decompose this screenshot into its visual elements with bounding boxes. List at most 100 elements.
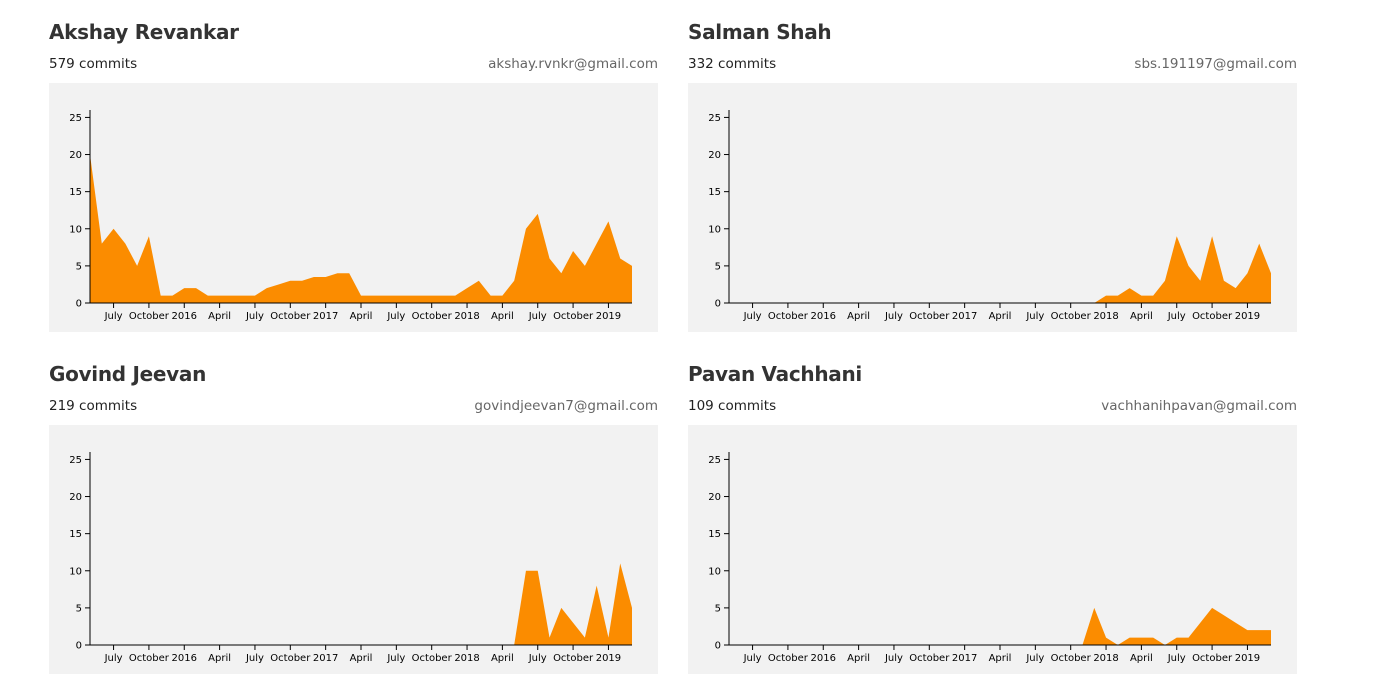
y-tick-label: 10: [69, 566, 82, 577]
x-tick-label: October: [768, 653, 809, 664]
x-tick-label: July: [1025, 653, 1044, 664]
contributor-email: sbs.191197@gmail.com: [1134, 56, 1297, 72]
x-tick-label: July: [528, 311, 547, 322]
x-tick-label: April: [208, 653, 231, 664]
y-tick-label: 15: [708, 529, 721, 540]
commit-area: [90, 563, 632, 645]
x-tick-label: April: [491, 311, 514, 322]
commit-count: 109 commits: [688, 398, 777, 414]
y-tick-label: 15: [708, 187, 721, 198]
contributor-email: vachhanihpavan@gmail.com: [1101, 398, 1297, 414]
y-tick-label: 25: [708, 455, 721, 466]
contributor-card: Govind Jeevan 219 commits govindjeevan7@gm…: [49, 352, 658, 674]
commit-count: 579 commits: [49, 56, 138, 72]
x-tick-label: 2019: [1235, 653, 1260, 664]
contributor-card: Akshay Revankar 579 commits akshay.rvnkr@g…: [49, 10, 658, 332]
y-tick-label: 15: [69, 187, 82, 198]
x-tick-label: October: [129, 653, 170, 664]
x-tick-label: July: [1025, 311, 1044, 322]
x-tick-label: July: [743, 653, 762, 664]
y-tick-label: 20: [69, 492, 82, 503]
x-tick-label: July: [743, 311, 762, 322]
x-tick-label: October: [129, 311, 170, 322]
x-tick-label: 2017: [952, 653, 977, 664]
x-tick-label: 2017: [313, 311, 338, 322]
y-tick-label: 15: [69, 529, 82, 540]
x-tick-label: April: [491, 653, 514, 664]
x-tick-label: April: [1130, 311, 1153, 322]
y-tick-label: 5: [715, 261, 721, 272]
x-tick-label: October: [768, 311, 809, 322]
contributor-name: Pavan Vachhani: [688, 362, 862, 386]
y-tick-label: 10: [69, 224, 82, 235]
y-tick-label: 20: [708, 150, 721, 161]
y-tick-label: 0: [76, 641, 82, 652]
x-tick-label: October: [553, 311, 594, 322]
x-tick-label: October: [270, 311, 311, 322]
contributor-email: govindjeevan7@gmail.com: [474, 398, 658, 414]
x-tick-label: 2018: [1093, 653, 1118, 664]
x-tick-label: 2018: [454, 653, 479, 664]
x-tick-label: July: [245, 653, 264, 664]
x-tick-label: 2016: [172, 653, 197, 664]
x-tick-label: October: [1051, 653, 1092, 664]
commit-area: [729, 607, 1271, 645]
x-tick-label: April: [989, 311, 1012, 322]
x-tick-label: October: [412, 653, 453, 664]
y-tick-label: 5: [76, 603, 82, 614]
y-tick-label: 0: [715, 299, 721, 310]
x-tick-label: October: [270, 653, 311, 664]
y-tick-label: 0: [715, 641, 721, 652]
x-tick-label: July: [884, 653, 903, 664]
x-tick-label: April: [847, 311, 870, 322]
x-tick-label: October: [909, 311, 950, 322]
x-tick-label: July: [245, 311, 264, 322]
x-tick-label: April: [1130, 653, 1153, 664]
x-tick-label: 2019: [596, 311, 621, 322]
contributor-name: Salman Shah: [688, 20, 832, 44]
x-tick-label: July: [386, 653, 405, 664]
x-tick-label: April: [989, 653, 1012, 664]
x-tick-label: October: [1192, 311, 1233, 322]
y-tick-label: 10: [708, 224, 721, 235]
x-tick-label: July: [1167, 311, 1186, 322]
x-tick-label: October: [909, 653, 950, 664]
y-tick-label: 5: [76, 261, 82, 272]
x-tick-label: October: [1192, 653, 1233, 664]
y-tick-label: 25: [708, 113, 721, 124]
commit-area: [729, 236, 1271, 303]
x-tick-label: April: [350, 653, 373, 664]
x-tick-label: 2019: [1235, 311, 1260, 322]
x-tick-label: April: [847, 653, 870, 664]
y-tick-label: 25: [69, 113, 82, 124]
x-tick-label: July: [386, 311, 405, 322]
x-tick-label: April: [208, 311, 231, 322]
x-tick-label: 2018: [1093, 311, 1118, 322]
x-tick-label: July: [1167, 653, 1186, 664]
x-tick-label: 2019: [596, 653, 621, 664]
x-tick-label: October: [412, 311, 453, 322]
y-tick-label: 10: [708, 566, 721, 577]
x-tick-label: April: [350, 311, 373, 322]
x-tick-label: 2016: [811, 653, 836, 664]
x-tick-label: 2017: [313, 653, 338, 664]
contributor-name: Akshay Revankar: [49, 20, 239, 44]
commit-count: 332 commits: [688, 56, 777, 72]
x-tick-label: 2018: [454, 311, 479, 322]
y-tick-label: 20: [708, 492, 721, 503]
x-tick-label: 2017: [952, 311, 977, 322]
contributor-card: Pavan Vachhani 109 commits vachhanihpavan@…: [688, 352, 1297, 674]
y-tick-label: 25: [69, 455, 82, 466]
y-tick-label: 5: [715, 603, 721, 614]
contributor-name: Govind Jeevan: [49, 362, 207, 386]
x-tick-label: October: [1051, 311, 1092, 322]
x-tick-label: 2016: [811, 311, 836, 322]
y-tick-label: 20: [69, 150, 82, 161]
commit-area: [90, 154, 632, 303]
contributor-email: akshay.rvnkr@gmail.com: [488, 56, 658, 72]
y-tick-label: 0: [76, 299, 82, 310]
x-tick-label: July: [884, 311, 903, 322]
